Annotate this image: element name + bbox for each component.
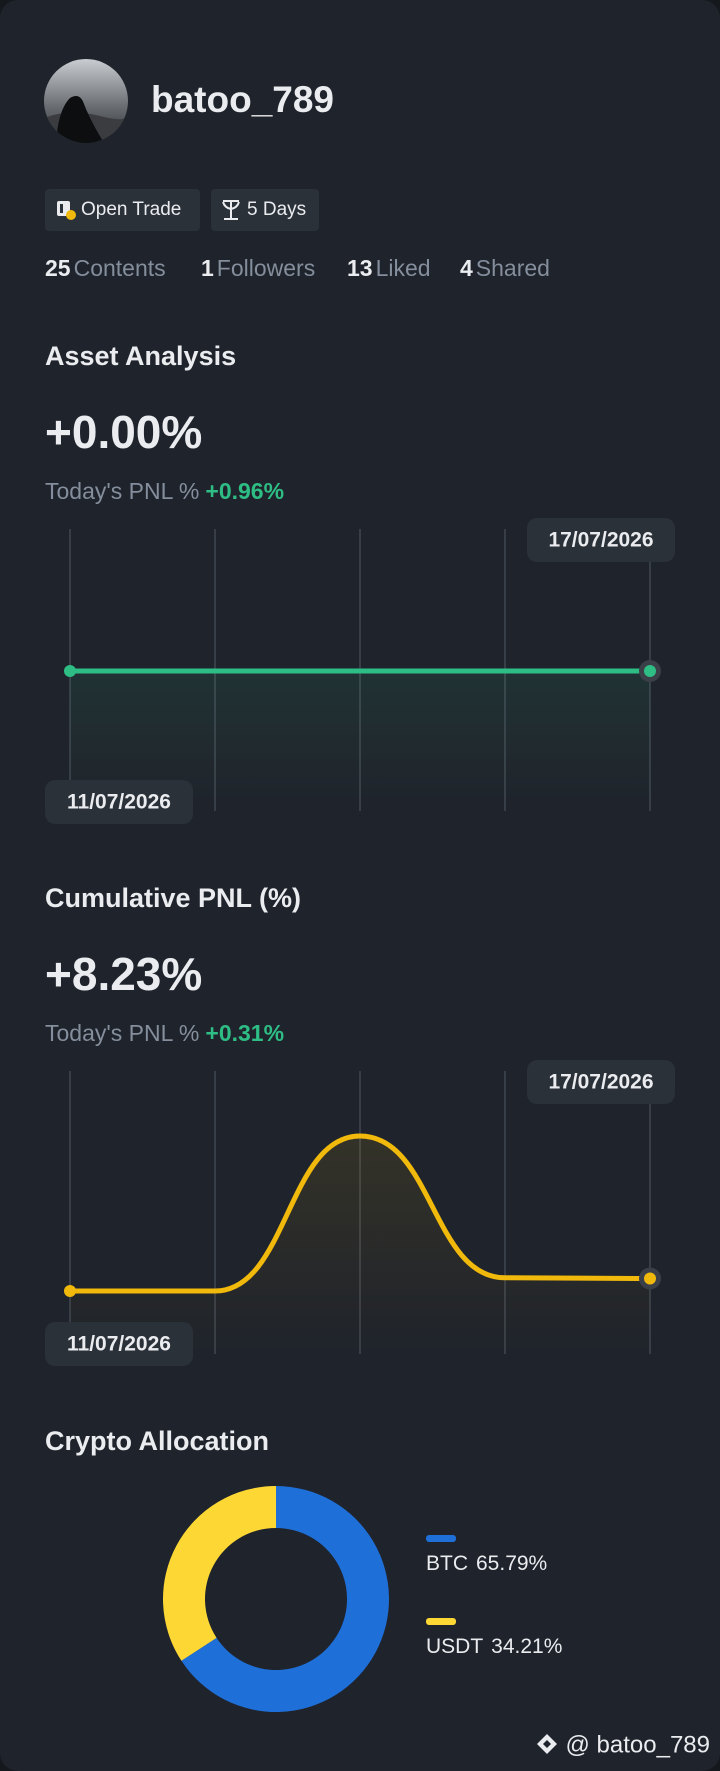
stat-label: Followers xyxy=(217,255,315,281)
section-title: Cumulative PNL (%) xyxy=(45,883,301,913)
date-label: 11/07/2026 xyxy=(67,1333,171,1356)
badge-label: Open Trade xyxy=(81,199,181,220)
badge-icon xyxy=(222,200,240,220)
legend-entry: USDT 34.21% xyxy=(426,1635,562,1658)
date-label: 11/07/2026 xyxy=(67,791,171,814)
section-title: Asset Analysis xyxy=(45,341,236,371)
legend-value: 65.79% xyxy=(476,1552,547,1575)
line xyxy=(67,1133,653,1294)
headline-value: +0.00% xyxy=(45,406,202,458)
date-pill xyxy=(527,1060,675,1104)
watermark: @ batoo_789 xyxy=(537,1731,710,1758)
badge xyxy=(45,189,200,231)
badge-icon xyxy=(57,201,76,220)
stat: 13 Liked xyxy=(347,255,431,281)
stat-label: Liked xyxy=(376,255,431,281)
badge-label: 5 Days xyxy=(247,199,306,220)
section-title: Crypto Allocation xyxy=(45,1426,269,1456)
username: batoo_789 xyxy=(151,79,334,120)
stat-label: Contents xyxy=(74,255,166,281)
stat-count: 4 xyxy=(460,255,473,281)
legend-entry: BTC 65.79% xyxy=(426,1552,547,1575)
legend-swatch xyxy=(426,1618,456,1625)
stat-count: 25 xyxy=(45,255,71,281)
pnl-label: Today's PNL % xyxy=(45,1020,199,1046)
date-pill xyxy=(45,1322,193,1366)
line-area xyxy=(70,1136,650,1354)
end-dot xyxy=(644,1272,656,1285)
pnl-value: +0.96% xyxy=(205,478,284,504)
date-pill xyxy=(527,518,675,562)
legend-value: 34.21% xyxy=(491,1635,562,1658)
stat-count: 1 xyxy=(201,255,214,281)
stat-label: Shared xyxy=(476,255,550,281)
avatar[interactable] xyxy=(44,59,128,143)
stat-count: 13 xyxy=(347,255,373,281)
legend-swatch xyxy=(426,1535,456,1542)
date-pill xyxy=(45,780,193,824)
stat: 25 Contents xyxy=(45,255,166,281)
date-label: 17/07/2026 xyxy=(548,1071,653,1094)
badge xyxy=(211,189,319,231)
headline-value: +8.23% xyxy=(45,948,202,1000)
watermark-text: @ batoo_789 xyxy=(566,1731,710,1758)
pnl-line: Today's PNL % +0.96% xyxy=(45,478,284,504)
pnl-label: Today's PNL % xyxy=(45,478,199,504)
donut-slice xyxy=(162,1486,276,1661)
donut-slice xyxy=(181,1486,389,1712)
line-area xyxy=(70,671,650,811)
stat: 4 Shared xyxy=(460,255,550,281)
pnl-value: +0.31% xyxy=(205,1020,284,1046)
start-dot xyxy=(64,1285,76,1297)
end-dot xyxy=(644,665,656,677)
pnl-line: Today's PNL % +0.31% xyxy=(45,1020,284,1046)
legend-name: USDT xyxy=(426,1635,483,1658)
legend-name: BTC xyxy=(426,1552,468,1575)
date-label: 17/07/2026 xyxy=(548,529,653,552)
start-dot xyxy=(64,665,76,677)
stat: 1 Followers xyxy=(201,255,315,281)
